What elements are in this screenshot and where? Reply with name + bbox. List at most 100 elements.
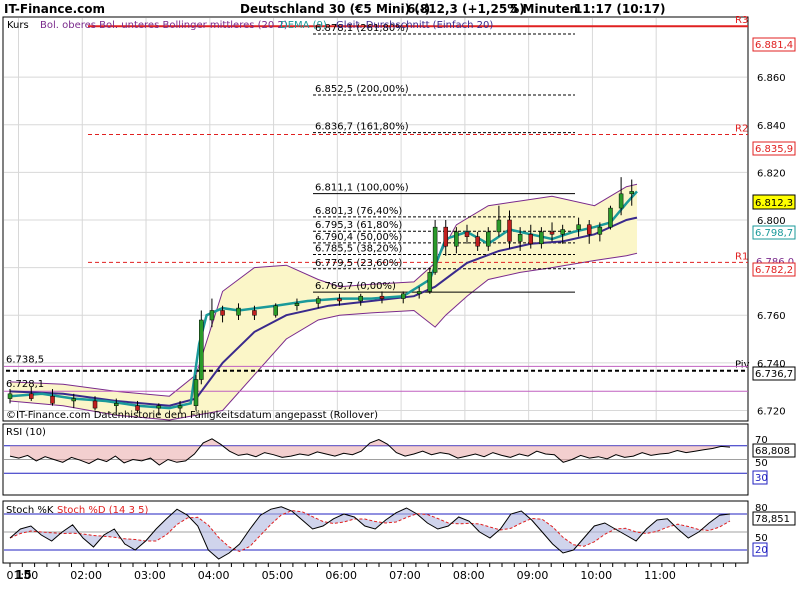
r2-value: 6.835,9 (755, 144, 793, 155)
upper-band-line (9, 183, 638, 397)
stoch-value-box: 78,851 (752, 511, 796, 526)
time-tick-label: 06:00 (325, 569, 357, 582)
stoch-fill (10, 506, 730, 559)
stoch-title: Stoch %K (6, 505, 54, 516)
candle-body (315, 298, 321, 304)
lower-band-line (9, 252, 638, 421)
rsi-title: RSI (10) (6, 427, 46, 438)
r2-value-box: 6.835,9 (752, 141, 796, 156)
price-tick-label: 6.760 (757, 311, 786, 322)
candle-body (252, 310, 257, 316)
candle-body (294, 303, 300, 306)
time-tick-label: 03:00 (134, 569, 166, 582)
fib-label: 6.836,7 (161,80%) (315, 122, 409, 133)
rsi-fill (10, 438, 730, 465)
candle-body (236, 307, 241, 316)
fib-label: 6.769,7 (0,00%) (315, 281, 396, 292)
candle-body (29, 393, 34, 399)
candle-body (92, 400, 98, 409)
candle-body (496, 219, 502, 233)
stoch-tick-50: 50 (755, 533, 768, 544)
price-tick-label: 6.840 (757, 121, 786, 132)
candle-body (50, 395, 55, 404)
price-tick-label: 6.820 (757, 168, 786, 179)
candle-body (209, 310, 215, 321)
candle-body (156, 405, 162, 409)
candle-body (177, 405, 183, 409)
candle-body (560, 229, 565, 235)
candle-body (114, 403, 119, 406)
candle-body (432, 226, 438, 273)
pivot-value: 6.736,7 (755, 369, 793, 380)
stoch-title-d: Stoch %D (14 3 5) (57, 505, 148, 516)
left-high-label: 6.738,5 (6, 354, 44, 365)
fibonacci-levels: 6.878,1 (261,80%) 6.852,5 (200,00%) 6.836,… (313, 23, 575, 293)
time-tick-label: 09:00 (517, 569, 549, 582)
candle-body (486, 231, 491, 247)
candle-body (7, 393, 13, 399)
candles (7, 177, 634, 416)
candle-body (71, 398, 77, 402)
fib-label: 6.811,1 (100,00%) (315, 183, 409, 194)
candle-body (358, 295, 363, 302)
sma-value: 6.798,7 (755, 228, 793, 239)
sma-value-box: 6.798,7 (752, 225, 796, 240)
candle-body (220, 310, 225, 316)
interval-header: 5 Minuten (510, 2, 578, 16)
time-tick-label: 02:00 (70, 569, 102, 582)
stoch-d-line (9, 510, 731, 553)
legend-sma: Gleit. Durchschnitt (Einfach 20) (336, 20, 493, 31)
last-price-value: 6.812,3 (755, 198, 793, 209)
left-low-label: 6.728,1 (6, 379, 44, 390)
candle-body (427, 272, 433, 292)
candle-body (629, 191, 634, 195)
rsi-tick-50: 50 (755, 458, 768, 469)
fib-label: 6.878,1 (261,80%) (315, 23, 409, 34)
pivot-value-box: 6.736,7 (752, 366, 796, 381)
instrument-title: Deutschland 30 (€5 Mini) (-) (240, 2, 430, 16)
time-tick-label: 11:00 (644, 569, 676, 582)
rsi-low-box: 30 (752, 470, 768, 485)
candle-body (597, 226, 603, 235)
site-title: IT-Finance.com (4, 2, 105, 16)
stoch-tick-80: 80 (755, 503, 768, 514)
fib-label: 6.779,5 (23,60%) (315, 258, 402, 269)
rsi-line (9, 438, 731, 466)
time-tick-label: 07:00 (389, 569, 421, 582)
time-tick-label: 04:00 (198, 569, 230, 582)
candle-body (273, 305, 278, 316)
candle-body (454, 231, 459, 247)
candle-body (539, 231, 544, 245)
price-tick-label: 6.800 (757, 216, 786, 227)
rsi-value: 68,808 (755, 446, 790, 457)
r1-value-box: 6.782,2 (752, 262, 796, 277)
stoch-low-label: 20 (755, 545, 768, 556)
legend-dema: DEMA (9) (280, 20, 327, 31)
price-tick-label: 6.860 (757, 73, 786, 84)
r3-line-label: R3 (735, 15, 748, 26)
last-price-box: 6.812,3 (752, 194, 796, 210)
fib-label: 6.801,3 (76,40%) (315, 206, 402, 217)
candle-body (528, 234, 534, 245)
time-tick-label: 01:00 (7, 569, 39, 582)
rsi-series (4, 438, 747, 474)
fib-label: 6.785,5 (38,20%) (315, 244, 402, 255)
stoch-value: 78,851 (755, 514, 790, 525)
candle-body (199, 319, 204, 380)
watermark: ©IT-Finance.com Datenhistorie dem Fällig… (6, 410, 378, 421)
candle-body (608, 207, 613, 228)
price-tick-label: 6.740 (757, 359, 786, 370)
stoch-low-box: 20 (752, 542, 768, 557)
candle-body (416, 291, 422, 295)
candle-body (379, 295, 385, 299)
r1-value: 6.782,2 (755, 265, 793, 276)
candle-body (517, 234, 523, 242)
candle-body (464, 231, 470, 237)
candle-body (507, 219, 512, 242)
candle-body (549, 231, 555, 235)
candle-body (337, 298, 342, 302)
time-tick-label: 08:00 (453, 569, 485, 582)
